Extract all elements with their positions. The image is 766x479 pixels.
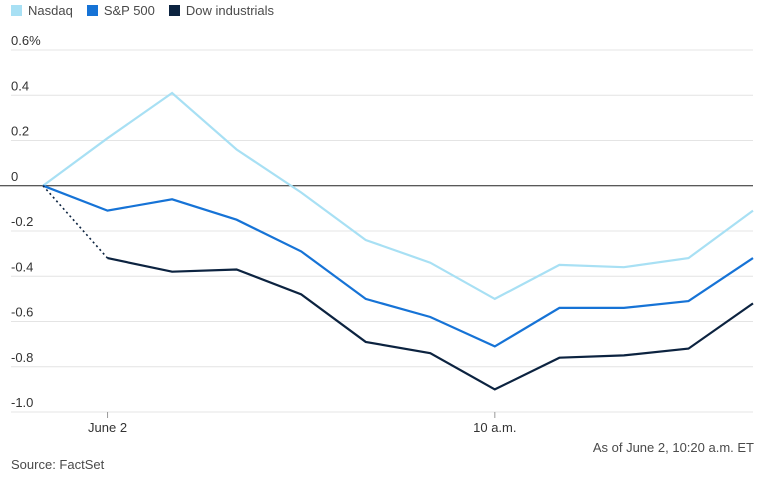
- y-tick-label-2: 0.2: [11, 124, 29, 139]
- y-tick-label-1: 0.4: [11, 78, 29, 93]
- y-tick-label-6: -0.6: [11, 305, 33, 320]
- y-tick-label-5: -0.4: [11, 259, 33, 274]
- legend: Nasdaq S&P 500 Dow industrials: [11, 3, 274, 18]
- legend-item-nasdaq: Nasdaq: [11, 3, 73, 18]
- y-tick-label-3: 0: [11, 169, 18, 184]
- legend-swatch-dow: [168, 5, 180, 16]
- legend-item-dow: Dow industrials: [168, 3, 275, 18]
- y-tick-label-0: 0.6%: [11, 33, 41, 48]
- y-tick-label-7: -0.8: [11, 350, 33, 365]
- legend-swatch-nasdaq: [11, 5, 22, 16]
- legend-item-sp500: S&P 500: [86, 3, 155, 18]
- series-line-dow-industrials: [107, 257, 754, 391]
- x-tick-label-0: June 2: [88, 420, 127, 435]
- legend-label-sp500: S&P 500: [103, 3, 155, 18]
- source-note: Source: FactSet: [11, 457, 105, 472]
- series-line-nasdaq: [42, 91, 754, 301]
- timestamp-note: As of June 2, 10:20 a.m. ET: [592, 440, 754, 455]
- y-tick-label-8: -1.0: [11, 395, 33, 410]
- legend-label-nasdaq: Nasdaq: [28, 3, 73, 18]
- series-line-s-p-500: [42, 184, 754, 348]
- legend-label-dow: Dow industrials: [185, 3, 275, 18]
- series-line-dow-industrials-dotted: [42, 185, 109, 259]
- x-tick-label-1: 10 a.m.: [473, 420, 516, 435]
- y-tick-label-4: -0.2: [11, 214, 33, 229]
- legend-swatch-sp500: [86, 5, 98, 16]
